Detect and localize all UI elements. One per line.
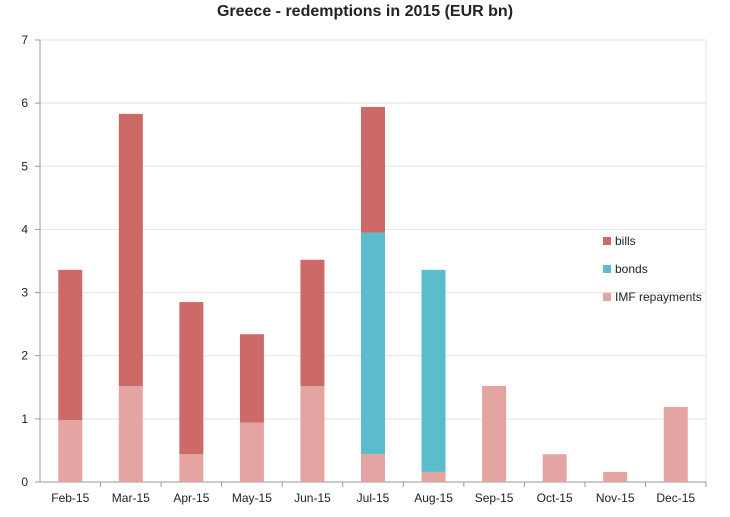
x-tick-label: May-15 <box>232 491 272 505</box>
y-tick-label: 2 <box>21 349 28 363</box>
bar-imf-repayments-nov-15 <box>603 471 628 482</box>
bar-imf-repayments-mar-15 <box>118 386 143 482</box>
x-tick-label: Jun-15 <box>294 491 331 505</box>
bar-bills-jun-15 <box>300 259 325 387</box>
x-tick-label: Oct-15 <box>537 491 573 505</box>
bar-bills-jul-15 <box>361 106 385 233</box>
bar-imf-repayments-apr-15 <box>179 454 204 482</box>
y-tick-label: 0 <box>21 475 28 489</box>
chart-title: Greece - redemptions in 2015 (EUR bn) <box>216 3 514 20</box>
bar-imf-repayments-jul-15 <box>361 454 385 482</box>
bar-bonds-jul-15 <box>361 232 385 455</box>
x-tick-label: Jul-15 <box>357 491 390 505</box>
tick-labels: 0 1 2 3 4 5 6 7 Feb-15 Mar-15 Apr-15 May-15 Jun-15 Ju… <box>21 33 695 505</box>
bar-imf-repayments-feb-15 <box>58 420 83 482</box>
legend-label-imf-repayments: IMF repayments <box>615 290 702 304</box>
y-tick-label: 1 <box>21 412 28 426</box>
x-tick-label: Dec-15 <box>656 491 695 505</box>
x-tick-label: Apr-15 <box>173 491 209 505</box>
legend-label-bills: bills <box>615 234 636 248</box>
bar-bills-may-15 <box>239 334 264 423</box>
bar-bills-apr-15 <box>179 302 204 455</box>
bar-imf-repayments-jun-15 <box>300 386 325 482</box>
bar-bonds-aug-15 <box>421 269 446 472</box>
bar-bills-feb-15 <box>58 269 83 421</box>
x-tick-label: Nov-15 <box>596 491 635 505</box>
legend-swatch-imf-repayments <box>603 293 611 301</box>
y-tick-label: 7 <box>21 33 28 47</box>
bar-bills-mar-15 <box>118 113 143 387</box>
legend-swatch-bills <box>603 237 611 245</box>
x-tick-label: Aug-15 <box>414 491 453 505</box>
legend: bills bonds IMF repayments <box>603 234 702 304</box>
y-tick-label: 5 <box>21 159 28 173</box>
bars <box>58 106 688 482</box>
x-tick-label: Feb-15 <box>51 491 89 505</box>
bar-imf-repayments-dec-15 <box>663 406 688 482</box>
bar-imf-repayments-may-15 <box>239 422 264 482</box>
y-tick-label: 6 <box>21 96 28 110</box>
legend-label-bonds: bonds <box>615 262 648 276</box>
bar-imf-repayments-aug-15 <box>421 471 446 482</box>
legend-swatch-bonds <box>603 265 611 273</box>
bar-imf-repayments-oct-15 <box>542 454 567 482</box>
y-tick-label: 4 <box>21 222 28 236</box>
x-tick-label: Mar-15 <box>112 491 150 505</box>
x-tick-label: Sep-15 <box>475 491 514 505</box>
y-tick-label: 3 <box>21 286 28 300</box>
bar-imf-repayments-sep-15 <box>482 386 507 482</box>
